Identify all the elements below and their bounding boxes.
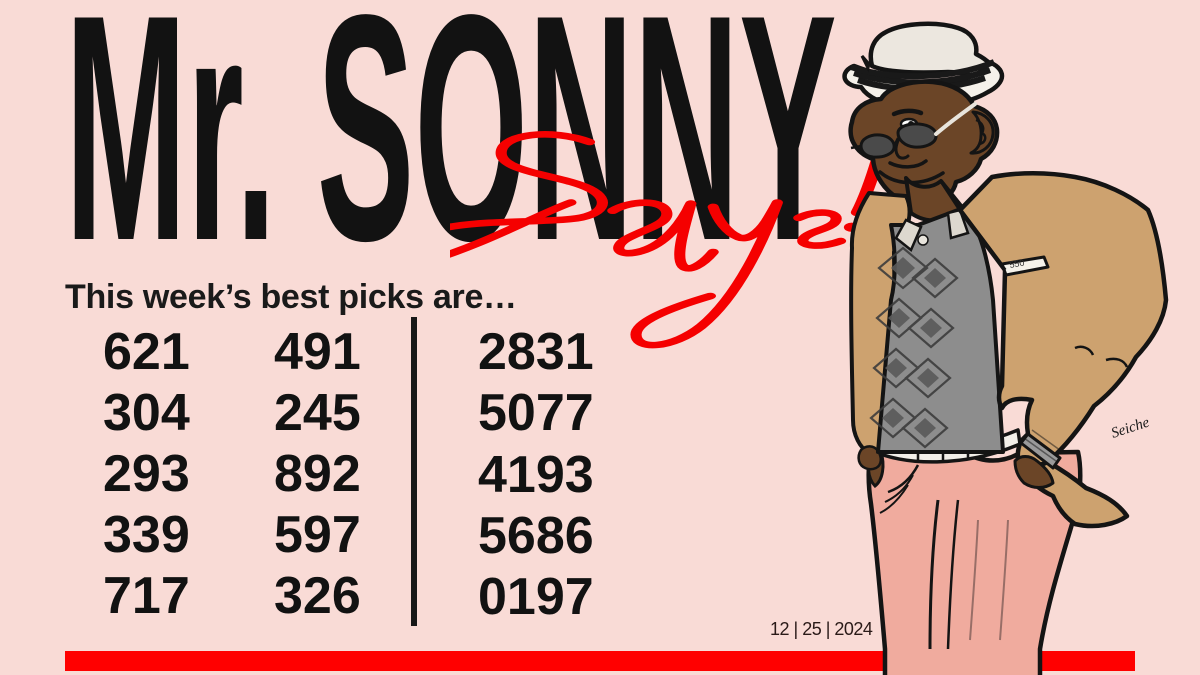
svg-text:Seiche: Seiche bbox=[1109, 414, 1151, 441]
